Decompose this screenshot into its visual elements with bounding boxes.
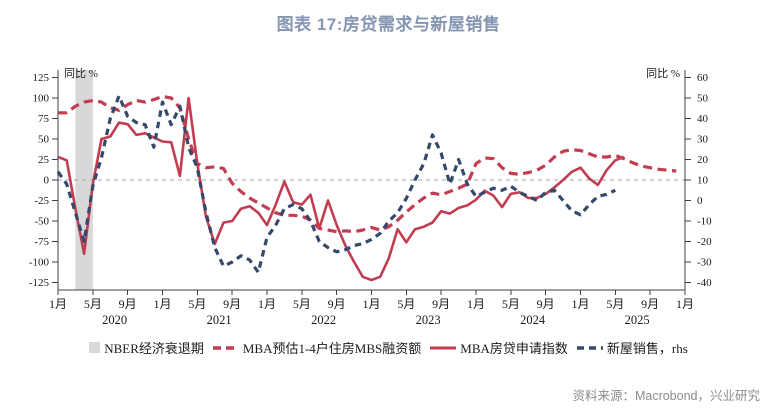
source-attribution: 资料来源：Macrobond，兴业研究 xyxy=(572,389,760,403)
right-axis-tick-label: 10 xyxy=(697,175,709,187)
right-axis-tick-label: 20 xyxy=(697,154,709,166)
x-axis-month-label: 1月 xyxy=(676,297,694,311)
x-axis-year-label: 2021 xyxy=(207,313,232,327)
x-axis-month-label: 5月 xyxy=(606,297,624,311)
right-axis-tick-label: 60 xyxy=(697,72,709,84)
right-axis-tick-label: 40 xyxy=(697,113,709,125)
recession-band-swatch xyxy=(89,342,101,353)
x-axis-month-label: 9月 xyxy=(119,297,137,311)
left-axis-tick-label: 25 xyxy=(38,154,50,166)
red-dashed-line-swatch xyxy=(212,345,239,350)
right-axis-tick-label: -40 xyxy=(697,277,712,289)
navy-dashed-line-swatch xyxy=(576,345,603,350)
x-axis-month-label: 9月 xyxy=(432,297,450,311)
x-axis-year-label: 2023 xyxy=(416,313,441,327)
x-axis-month-label: 9月 xyxy=(537,297,555,311)
left-axis-tick-label: 75 xyxy=(38,113,50,125)
left-axis-tick-label: -75 xyxy=(34,236,49,248)
series-line-MBA房贷申请指数 xyxy=(57,96,625,282)
right-axis-tick-label: 0 xyxy=(697,195,703,207)
legend-item-mba-index: MBA房贷申请指数 xyxy=(430,338,568,357)
red-solid-line-swatch xyxy=(430,346,457,349)
x-axis-year-label: 2022 xyxy=(311,313,336,327)
x-axis-month-label: 1月 xyxy=(49,297,67,311)
left-axis-tick-label: 50 xyxy=(38,134,50,146)
legend-item-mbs: MBA预估1-4户住房MBS融资额 xyxy=(212,338,422,357)
x-axis-month-label: 5月 xyxy=(188,297,206,311)
right-axis-tick-label: 30 xyxy=(697,134,709,146)
x-axis-month-label: 1月 xyxy=(153,297,171,311)
series-line-新屋销售 xyxy=(56,94,616,274)
left-axis-tick-label: 125 xyxy=(33,72,50,84)
left-axis-unit-label: 同比 % xyxy=(64,68,98,80)
left-axis-tick-label: 0 xyxy=(44,175,50,187)
x-axis-month-label: 9月 xyxy=(328,297,346,311)
right-axis-tick-label: 50 xyxy=(697,93,709,105)
x-axis-month-label: 1月 xyxy=(571,297,589,311)
left-axis-tick-label: -100 xyxy=(29,257,50,269)
x-axis-month-label: 9月 xyxy=(223,297,241,311)
x-axis-month-label: 1月 xyxy=(362,297,380,311)
legend-item-nber: NBER经济衰退期 xyxy=(89,338,204,357)
x-axis-year-label: 2024 xyxy=(520,313,546,327)
x-axis-month-label: 5月 xyxy=(84,297,102,311)
left-axis-tick-label: -125 xyxy=(29,277,50,289)
left-axis-tick-label: -25 xyxy=(34,195,49,207)
x-axis-month-label: 5月 xyxy=(397,297,415,311)
x-axis-month-label: 5月 xyxy=(502,297,520,311)
series-line-MBA预估1-4户住房MBS融资额 xyxy=(58,94,677,234)
right-axis-tick-label: -10 xyxy=(697,216,712,228)
x-axis-month-label: 1月 xyxy=(467,297,485,311)
x-axis-year-label: 2020 xyxy=(102,313,127,327)
legend-label: MBA预估1-4户住房MBS融资额 xyxy=(242,341,422,356)
x-axis-month-label: 9月 xyxy=(641,297,659,311)
legend-item-new-home-sales: 新屋销售，rhs xyxy=(576,338,688,357)
right-axis-tick-label: -20 xyxy=(697,236,712,248)
legend-label: 新屋销售，rhs xyxy=(606,341,688,356)
left-axis-tick-label: -50 xyxy=(34,216,49,228)
x-axis-month-label: 5月 xyxy=(293,297,311,311)
legend: NBER经济衰退期 MBA预估1-4户住房MBS融资额 MBA房贷申请指数 新屋… xyxy=(0,338,777,357)
chart-title: 图表 17:房贷需求与新屋销售 xyxy=(276,15,501,34)
x-axis-month-label: 1月 xyxy=(258,297,276,311)
right-axis-tick-label: -30 xyxy=(697,257,712,269)
x-axis-year-label: 2025 xyxy=(625,313,650,327)
right-axis-unit-label: 同比 % xyxy=(646,68,680,80)
legend-label: MBA房贷申请指数 xyxy=(460,341,568,356)
legend-label: NBER经济衰退期 xyxy=(104,341,204,356)
left-axis-tick-label: 100 xyxy=(33,93,50,105)
